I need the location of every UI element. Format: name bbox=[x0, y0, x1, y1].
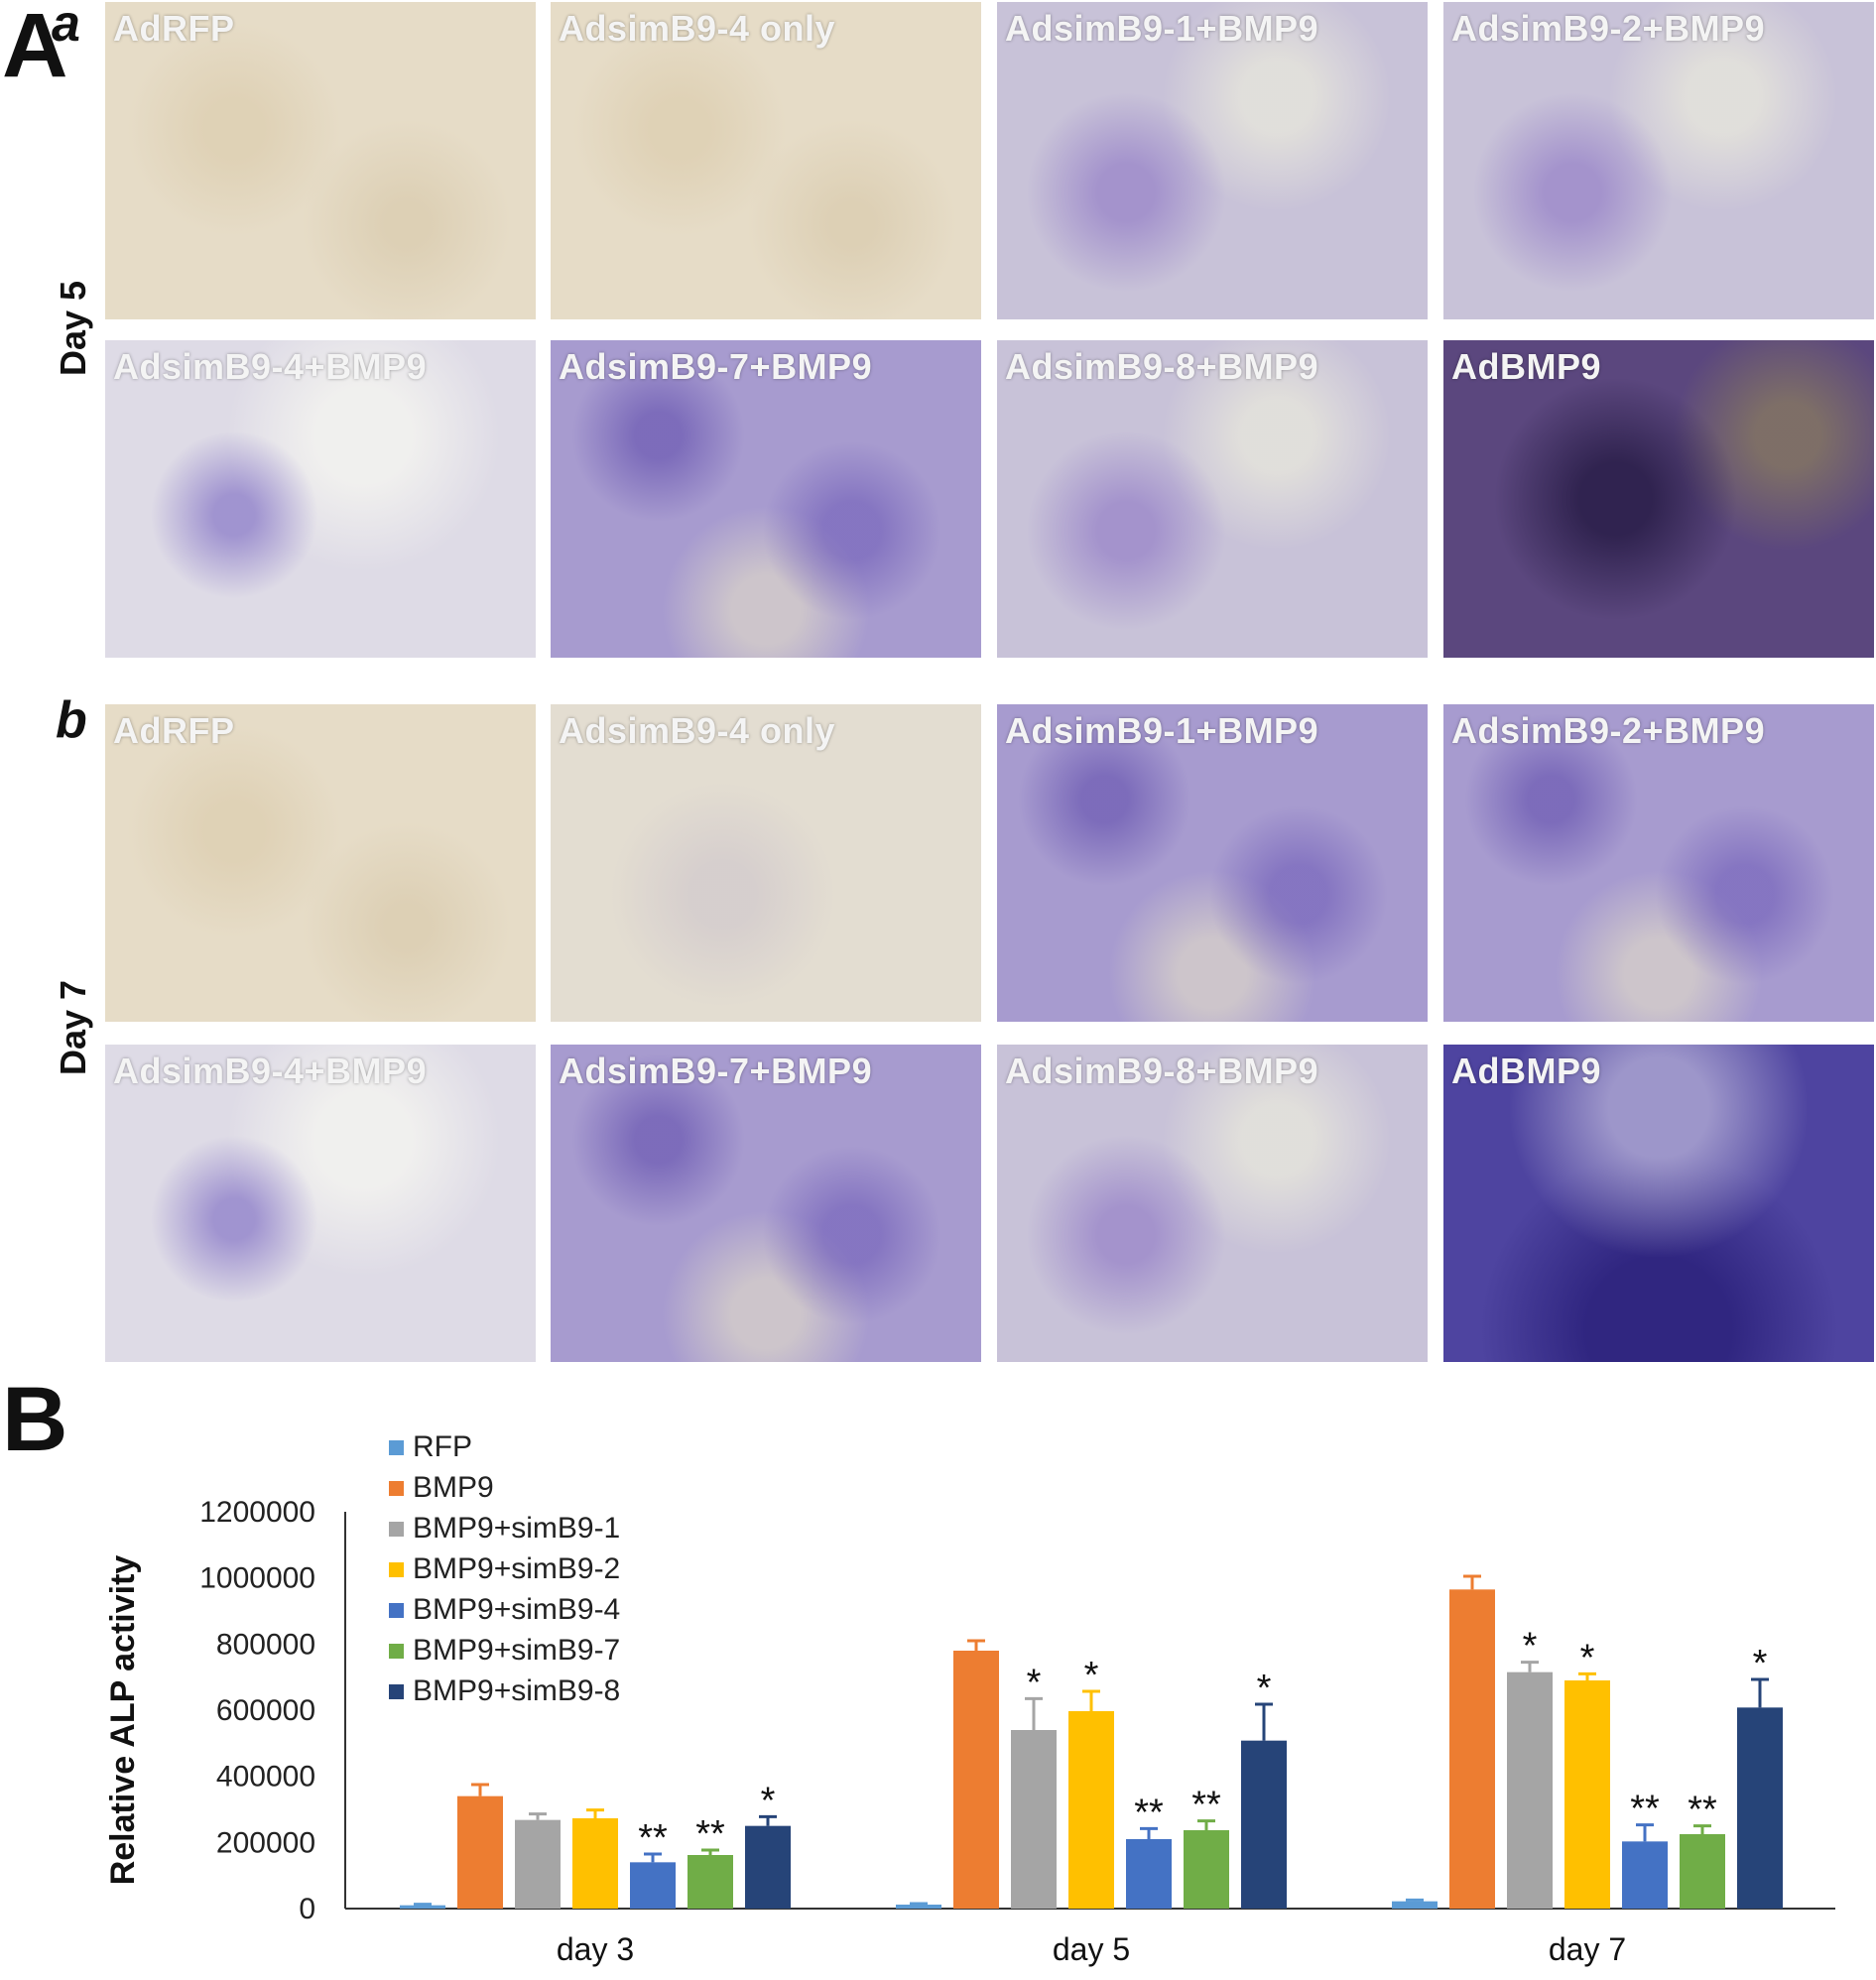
micrograph-sub-b-8: AdBMP9 bbox=[1443, 1045, 1874, 1362]
micrograph-sub-a-1: AdRFP bbox=[105, 2, 536, 319]
bar-bmp9-simb9-4-day-7 bbox=[1622, 1841, 1668, 1909]
micrograph-sub-b-6: AdsimB9-7+BMP9 bbox=[551, 1045, 981, 1362]
legend-entry: BMP9+simB9-1 bbox=[413, 1512, 620, 1545]
micrograph-label: AdsimB9-8+BMP9 bbox=[1005, 1051, 1319, 1091]
bar-bmp9-simb9-8-day-7 bbox=[1737, 1707, 1783, 1909]
significance-marker: ** bbox=[638, 1817, 668, 1859]
significance-marker: ** bbox=[1688, 1790, 1717, 1831]
micrograph-label: AdsimB9-7+BMP9 bbox=[559, 1051, 873, 1091]
bar-bmp9-simb9-4-day-3 bbox=[630, 1862, 676, 1909]
bar-bmp9-simb9-8-day-5 bbox=[1241, 1740, 1287, 1909]
bar-rfp-day-7 bbox=[1392, 1901, 1438, 1909]
micrograph-label: AdsimB9-2+BMP9 bbox=[1451, 8, 1766, 49]
legend-entry: BMP9+simB9-7 bbox=[413, 1634, 620, 1667]
micrograph-sub-b-2: AdsimB9-4 only bbox=[551, 704, 981, 1022]
micrograph-sub-a-6: AdsimB9-7+BMP9 bbox=[551, 340, 981, 658]
day5-label: Day 5 bbox=[53, 280, 93, 377]
bar-bmp9-simb9-1-day-3 bbox=[515, 1819, 561, 1909]
legend-swatch bbox=[389, 1562, 404, 1577]
micrograph-label: AdRFP bbox=[113, 710, 235, 751]
bar-bmp9-day-5 bbox=[953, 1651, 999, 1909]
y-tick-label: 400000 bbox=[216, 1761, 315, 1794]
micrograph-label: AdBMP9 bbox=[1451, 1051, 1602, 1091]
y-tick-label: 200000 bbox=[216, 1826, 315, 1859]
micrograph-label: AdsimB9-1+BMP9 bbox=[1005, 710, 1319, 751]
bar-bmp9-simb9-7-day-3 bbox=[688, 1855, 733, 1909]
bar-rfp-day-5 bbox=[896, 1905, 941, 1909]
micrograph-label: AdsimB9-1+BMP9 bbox=[1005, 8, 1319, 49]
bar-bmp9-day-7 bbox=[1449, 1589, 1495, 1909]
micrograph-sub-b-1: AdRFP bbox=[105, 704, 536, 1022]
legend-entry: BMP9+simB9-2 bbox=[413, 1552, 620, 1585]
day7-label: Day 7 bbox=[53, 979, 93, 1076]
micrograph-sub-b-7: AdsimB9-8+BMP9 bbox=[997, 1045, 1428, 1362]
micrograph-sub-b-5: AdsimB9-4+BMP9 bbox=[105, 1045, 536, 1362]
significance-marker: * bbox=[1753, 1643, 1768, 1684]
bar-bmp9-simb9-7-day-5 bbox=[1184, 1830, 1229, 1909]
legend-swatch bbox=[389, 1522, 404, 1537]
legend-swatch bbox=[389, 1440, 404, 1455]
legend-entry: BMP9+simB9-8 bbox=[413, 1674, 620, 1707]
legend-entry: RFP bbox=[413, 1430, 472, 1463]
x-category-label: day 5 bbox=[1053, 1931, 1130, 1967]
micrograph-sub-a-3: AdsimB9-1+BMP9 bbox=[997, 2, 1428, 319]
significance-marker: ** bbox=[1630, 1789, 1660, 1830]
bar-bmp9-simb9-4-day-5 bbox=[1126, 1839, 1172, 1909]
legend-entry: BMP9 bbox=[413, 1471, 494, 1504]
bar-bmp9-simb9-1-day-5 bbox=[1011, 1730, 1057, 1909]
micrograph-label: AdsimB9-4+BMP9 bbox=[113, 1051, 428, 1091]
micrograph-sub-a-4: AdsimB9-2+BMP9 bbox=[1443, 2, 1874, 319]
significance-marker: ** bbox=[1134, 1792, 1164, 1833]
legend-swatch bbox=[389, 1603, 404, 1618]
significance-marker: * bbox=[761, 1780, 776, 1821]
bar-rfp-day-3 bbox=[400, 1905, 445, 1909]
micrograph-label: AdsimB9-4+BMP9 bbox=[113, 346, 428, 387]
micrograph-label: AdsimB9-4 only bbox=[559, 8, 836, 49]
bar-bmp9-simb9-7-day-7 bbox=[1680, 1834, 1725, 1909]
y-tick-label: 0 bbox=[299, 1893, 315, 1925]
micrograph-label: AdsimB9-7+BMP9 bbox=[559, 346, 873, 387]
legend-swatch bbox=[389, 1684, 404, 1699]
micrograph-sub-a-5: AdsimB9-4+BMP9 bbox=[105, 340, 536, 658]
bar-bmp9-simb9-2-day-7 bbox=[1564, 1680, 1610, 1909]
y-tick-label: 800000 bbox=[216, 1628, 315, 1661]
micrograph-sub-a-8: AdBMP9 bbox=[1443, 340, 1874, 658]
bar-bmp9-simb9-2-day-5 bbox=[1068, 1711, 1114, 1909]
panel-a-letter: A bbox=[2, 0, 68, 96]
panel-b-letter: B bbox=[2, 1369, 68, 1470]
significance-marker: ** bbox=[695, 1813, 725, 1855]
y-tick-label: 600000 bbox=[216, 1694, 315, 1727]
bar-bmp9-simb9-2-day-3 bbox=[572, 1818, 618, 1909]
significance-marker: * bbox=[1523, 1626, 1538, 1668]
micrograph-label: AdBMP9 bbox=[1451, 346, 1602, 387]
significance-marker: * bbox=[1580, 1637, 1595, 1678]
x-category-label: day 7 bbox=[1549, 1931, 1626, 1967]
micrograph-label: AdsimB9-8+BMP9 bbox=[1005, 346, 1319, 387]
subpanel-a-letter: a bbox=[52, 0, 80, 53]
alp-activity-bar-chart: 0 200000 400000 600000 800000 1000000 1200000 R… bbox=[104, 1430, 1835, 1967]
micrograph-label: AdsimB9-4 only bbox=[559, 710, 836, 751]
micrograph-sub-b-3: AdsimB9-1+BMP9 bbox=[997, 704, 1428, 1022]
micrograph-sub-a-7: AdsimB9-8+BMP9 bbox=[997, 340, 1428, 658]
bar-bmp9-simb9-8-day-3 bbox=[745, 1825, 791, 1909]
subpanel-b-letter: b bbox=[56, 691, 87, 749]
legend-swatch bbox=[389, 1644, 404, 1659]
legend-swatch bbox=[389, 1481, 404, 1496]
micrograph-label: AdRFP bbox=[113, 8, 235, 49]
significance-marker: * bbox=[1084, 1655, 1099, 1696]
y-tick-label: 1200000 bbox=[199, 1496, 315, 1529]
micrograph-sub-a-2: AdsimB9-4 only bbox=[551, 2, 981, 319]
y-axis-title: Relative ALP activity bbox=[104, 1555, 142, 1886]
significance-marker: * bbox=[1027, 1662, 1042, 1703]
significance-marker: * bbox=[1257, 1668, 1272, 1709]
legend-entry: BMP9+simB9-4 bbox=[413, 1593, 620, 1626]
y-tick-label: 1000000 bbox=[199, 1562, 315, 1595]
micrograph-sub-b-4: AdsimB9-2+BMP9 bbox=[1443, 704, 1874, 1022]
micrograph-label: AdsimB9-2+BMP9 bbox=[1451, 710, 1766, 751]
x-category-label: day 3 bbox=[557, 1931, 634, 1967]
significance-marker: ** bbox=[1191, 1785, 1221, 1826]
bar-bmp9-day-3 bbox=[457, 1795, 503, 1909]
bar-bmp9-simb9-1-day-7 bbox=[1507, 1671, 1553, 1909]
